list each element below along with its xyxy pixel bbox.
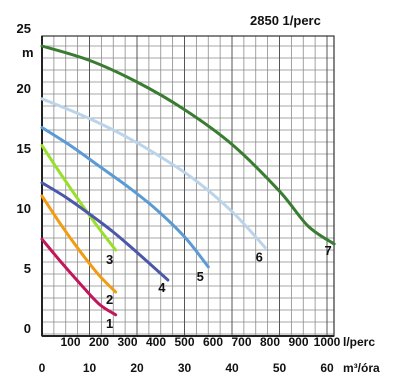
y-tick-label: 20 [17,81,31,96]
x-secondary-tick-label: 700 [231,335,251,349]
series-line-2 [40,194,118,294]
series-label-1: 1 [106,316,113,331]
series-label-2: 2 [106,292,113,307]
x-secondary-tick-label: 800 [260,335,280,349]
y-axis-label: m [22,45,34,60]
x-tick-label: 40 [225,361,239,375]
series-layer: 1 2 3 4 5 6 7 [40,44,336,331]
x-secondary-tick-label: 100 [60,335,80,349]
series-line-1 [40,237,118,317]
grid-minor [42,36,334,336]
series-label-5: 5 [197,269,204,284]
series-label-3: 3 [106,252,113,267]
x-tick-label: 10 [83,361,97,375]
x-secondary-tick-label: 500 [174,335,194,349]
x-secondary-tick-label: 1000 [314,335,341,349]
chart-title: 2850 1/perc [250,13,321,28]
x-tick-label: 50 [273,361,287,375]
series-label-7: 7 [325,243,332,258]
x-tick-label: 20 [130,361,144,375]
x-secondary-tick-label: 300 [117,335,137,349]
y-tick-label: 5 [24,261,31,276]
x-secondary-axis-label: l/perc [343,335,375,349]
y-tick-label: 25 [17,21,31,36]
series-line-7 [40,44,336,246]
y-tick-label: 0 [24,321,31,336]
x-axis-label: m³/óra [343,361,380,375]
x-secondary-tick-label: 900 [288,335,308,349]
x-secondary-tick-label: 600 [203,335,223,349]
series-line-6 [40,97,267,250]
series-line-5 [40,126,210,269]
x-tick-label: 60 [320,361,334,375]
series-label-6: 6 [256,250,263,265]
series-line-3 [40,144,118,252]
x-secondary-tick-label: 200 [89,335,109,349]
y-tick-label: 10 [17,201,31,216]
x-secondary-tick-label: 400 [146,335,166,349]
series-label-4: 4 [158,280,166,295]
x-tick-label: 30 [178,361,192,375]
series-line-4 [40,181,170,282]
grid-major [41,35,335,337]
x-tick-label: 0 [39,361,46,375]
y-tick-label: 15 [17,141,31,156]
